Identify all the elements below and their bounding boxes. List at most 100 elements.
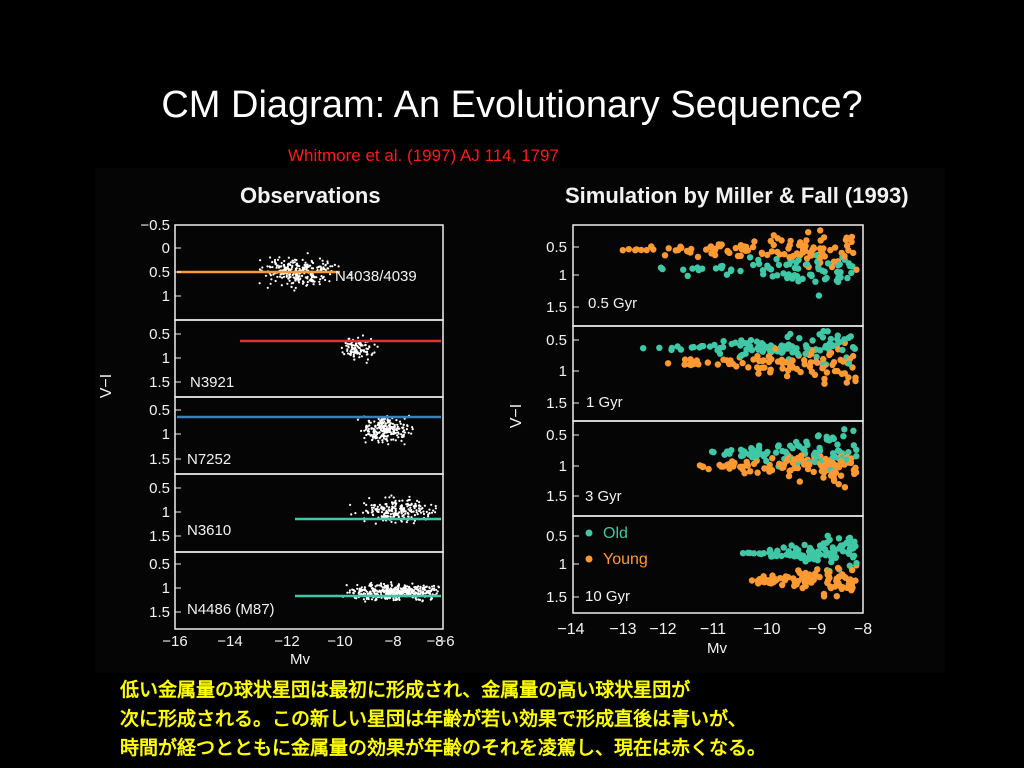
sim-point-young [841,370,848,377]
obs-panel-label: N7252 [187,451,231,468]
sim-y-tick-label: 1 [559,267,567,284]
obs-point [394,503,397,506]
obs-point [350,348,353,351]
obs-point [389,431,392,434]
obs-point [345,344,348,347]
sim-point-young [821,462,828,469]
obs-point [383,431,386,434]
caption-line-2: 次に形成される。この新しい星団は年齢が若い効果で形成直後は青いが、 [120,708,747,730]
obs-point [428,512,431,515]
obs-point [293,289,296,292]
sim-point-old [809,337,816,344]
obs-point [381,430,384,433]
sim-point-old [806,551,814,559]
obs-panel-5: N4486 (M87) 0.5 1 1.5 [149,551,444,630]
obs-point [415,509,418,512]
obs-point [394,439,397,442]
obs-point [382,434,385,437]
obs-point [392,432,395,435]
obs-point [407,431,410,434]
sim-point-young [783,372,791,380]
obs-point [374,522,377,525]
obs-point [386,439,389,442]
sim-y-tick-label: 0.5 [546,239,567,256]
obs-point [306,252,309,255]
obs-point [428,508,431,511]
obs-point [395,419,398,422]
sim-point-old [689,265,696,272]
obs-point [421,592,424,595]
sim-point-old [680,266,687,273]
obs-point [356,583,359,587]
obs-point [343,353,346,356]
obs-point [377,590,380,593]
obs-panel-label: N3610 [187,522,231,539]
obs-point [273,258,277,262]
obs-point [366,353,369,356]
sim-x-tick-label: −10 [753,621,780,638]
sim-point-old [816,331,823,338]
obs-point [411,582,414,585]
sim-point-young [790,575,797,582]
sim-point-young [848,238,855,246]
obs-point [371,438,374,442]
sim-point-young [816,254,824,261]
sim-point-old [822,342,830,350]
sim-point-young [694,253,702,261]
obs-point [389,422,392,425]
obs-point [405,521,408,524]
obs-point [269,266,272,269]
obs-point [400,509,403,512]
obs-point [386,419,389,422]
sim-point-old [802,350,809,358]
caption-line-3: 時間が経つとともに金属量の効果が年齢のそれを凌駕し、現在は赤くなる。 [120,737,767,759]
obs-point [373,351,376,354]
obs-point [278,265,281,268]
obs-point [305,268,308,271]
obs-point [380,505,383,508]
sim-point-old [727,267,735,275]
obs-point [347,337,350,340]
obs-y-tick-label: 1.5 [149,528,170,545]
sim-point-young [733,363,740,370]
sim-point-young [820,590,828,598]
sim-point-young [672,247,679,254]
obs-point [394,509,397,512]
obs-point [404,512,407,515]
obs-point [319,278,322,281]
obs-point [394,507,397,510]
obs-point [386,587,389,590]
obs-point [415,598,418,601]
sim-point-old [796,335,803,342]
obs-point [279,275,282,278]
sim-point-old [794,265,802,272]
sim-point-old [801,447,808,454]
sim-point-young [754,364,761,371]
obs-point [295,269,298,272]
obs-point [413,506,416,510]
obs-point [397,585,400,588]
obs-point [374,589,377,592]
sim-point-old [773,256,780,263]
obs-point [403,510,406,513]
sim-point-young [849,566,856,574]
obs-point [352,591,355,595]
obs-point [406,511,409,515]
sim-point-old [804,345,811,352]
sim-point-young [786,467,793,475]
sim-point-old [804,441,811,448]
sim-point-young [820,355,827,363]
obs-point [382,418,385,421]
sim-point-young [750,460,758,467]
obs-point [274,279,277,283]
obs-point [384,429,387,432]
sim-point-young [739,359,746,367]
sim-point-young [778,356,785,363]
obs-point [372,506,375,509]
obs-point [436,590,439,593]
sim-y-tick-label: 1 [559,556,567,573]
sim-point-young [745,364,752,371]
obs-point [383,424,386,427]
sim-point-young [845,247,852,254]
caption-line-1: 低い金属量の球状星団は最初に形成され、金属量の高い球状星団が [120,679,691,701]
